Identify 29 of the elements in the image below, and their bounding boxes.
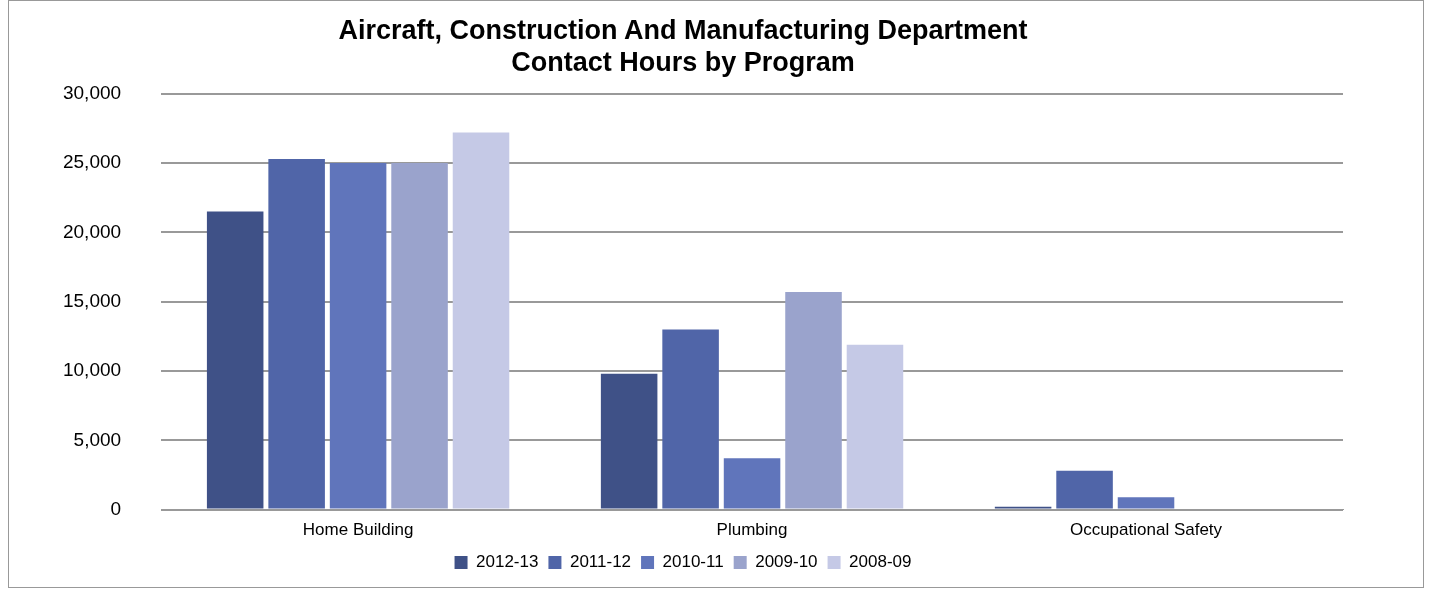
bar xyxy=(391,163,448,509)
bar xyxy=(268,158,325,509)
legend-label: 2009-10 xyxy=(755,552,818,572)
x-tick-label: Home Building xyxy=(302,520,414,540)
x-tick-label: Plumbing xyxy=(716,520,788,540)
bar xyxy=(785,292,842,509)
y-tick-label: 5,000 xyxy=(73,428,122,450)
y-tick-label: 25,000 xyxy=(62,151,122,173)
legend-label: 2010-11 xyxy=(662,552,724,572)
y-tick-label: 20,000 xyxy=(62,220,122,242)
bar xyxy=(846,344,904,509)
legend-label: 2011-12 xyxy=(569,552,632,572)
bar xyxy=(662,329,719,509)
legend-label: 2008-09 xyxy=(849,552,912,572)
bar xyxy=(1117,497,1175,509)
x-tick-label: Occupational Safety xyxy=(1069,520,1223,540)
text: Contact Hours by Program xyxy=(511,47,855,78)
bar xyxy=(206,211,264,509)
bar xyxy=(452,132,510,509)
y-tick-label: 0 xyxy=(110,497,122,519)
y-tick-label: 10,000 xyxy=(62,359,122,381)
y-tick-label: 15,000 xyxy=(62,289,122,311)
bar xyxy=(600,373,658,509)
bar xyxy=(329,163,387,509)
bar xyxy=(723,458,781,509)
y-tick-label: 30,000 xyxy=(62,82,122,104)
legend-label: 2012-13 xyxy=(476,552,539,572)
bar xyxy=(1056,470,1113,509)
text: Aircraft, Construction And Manufacturing Department xyxy=(338,14,1028,45)
